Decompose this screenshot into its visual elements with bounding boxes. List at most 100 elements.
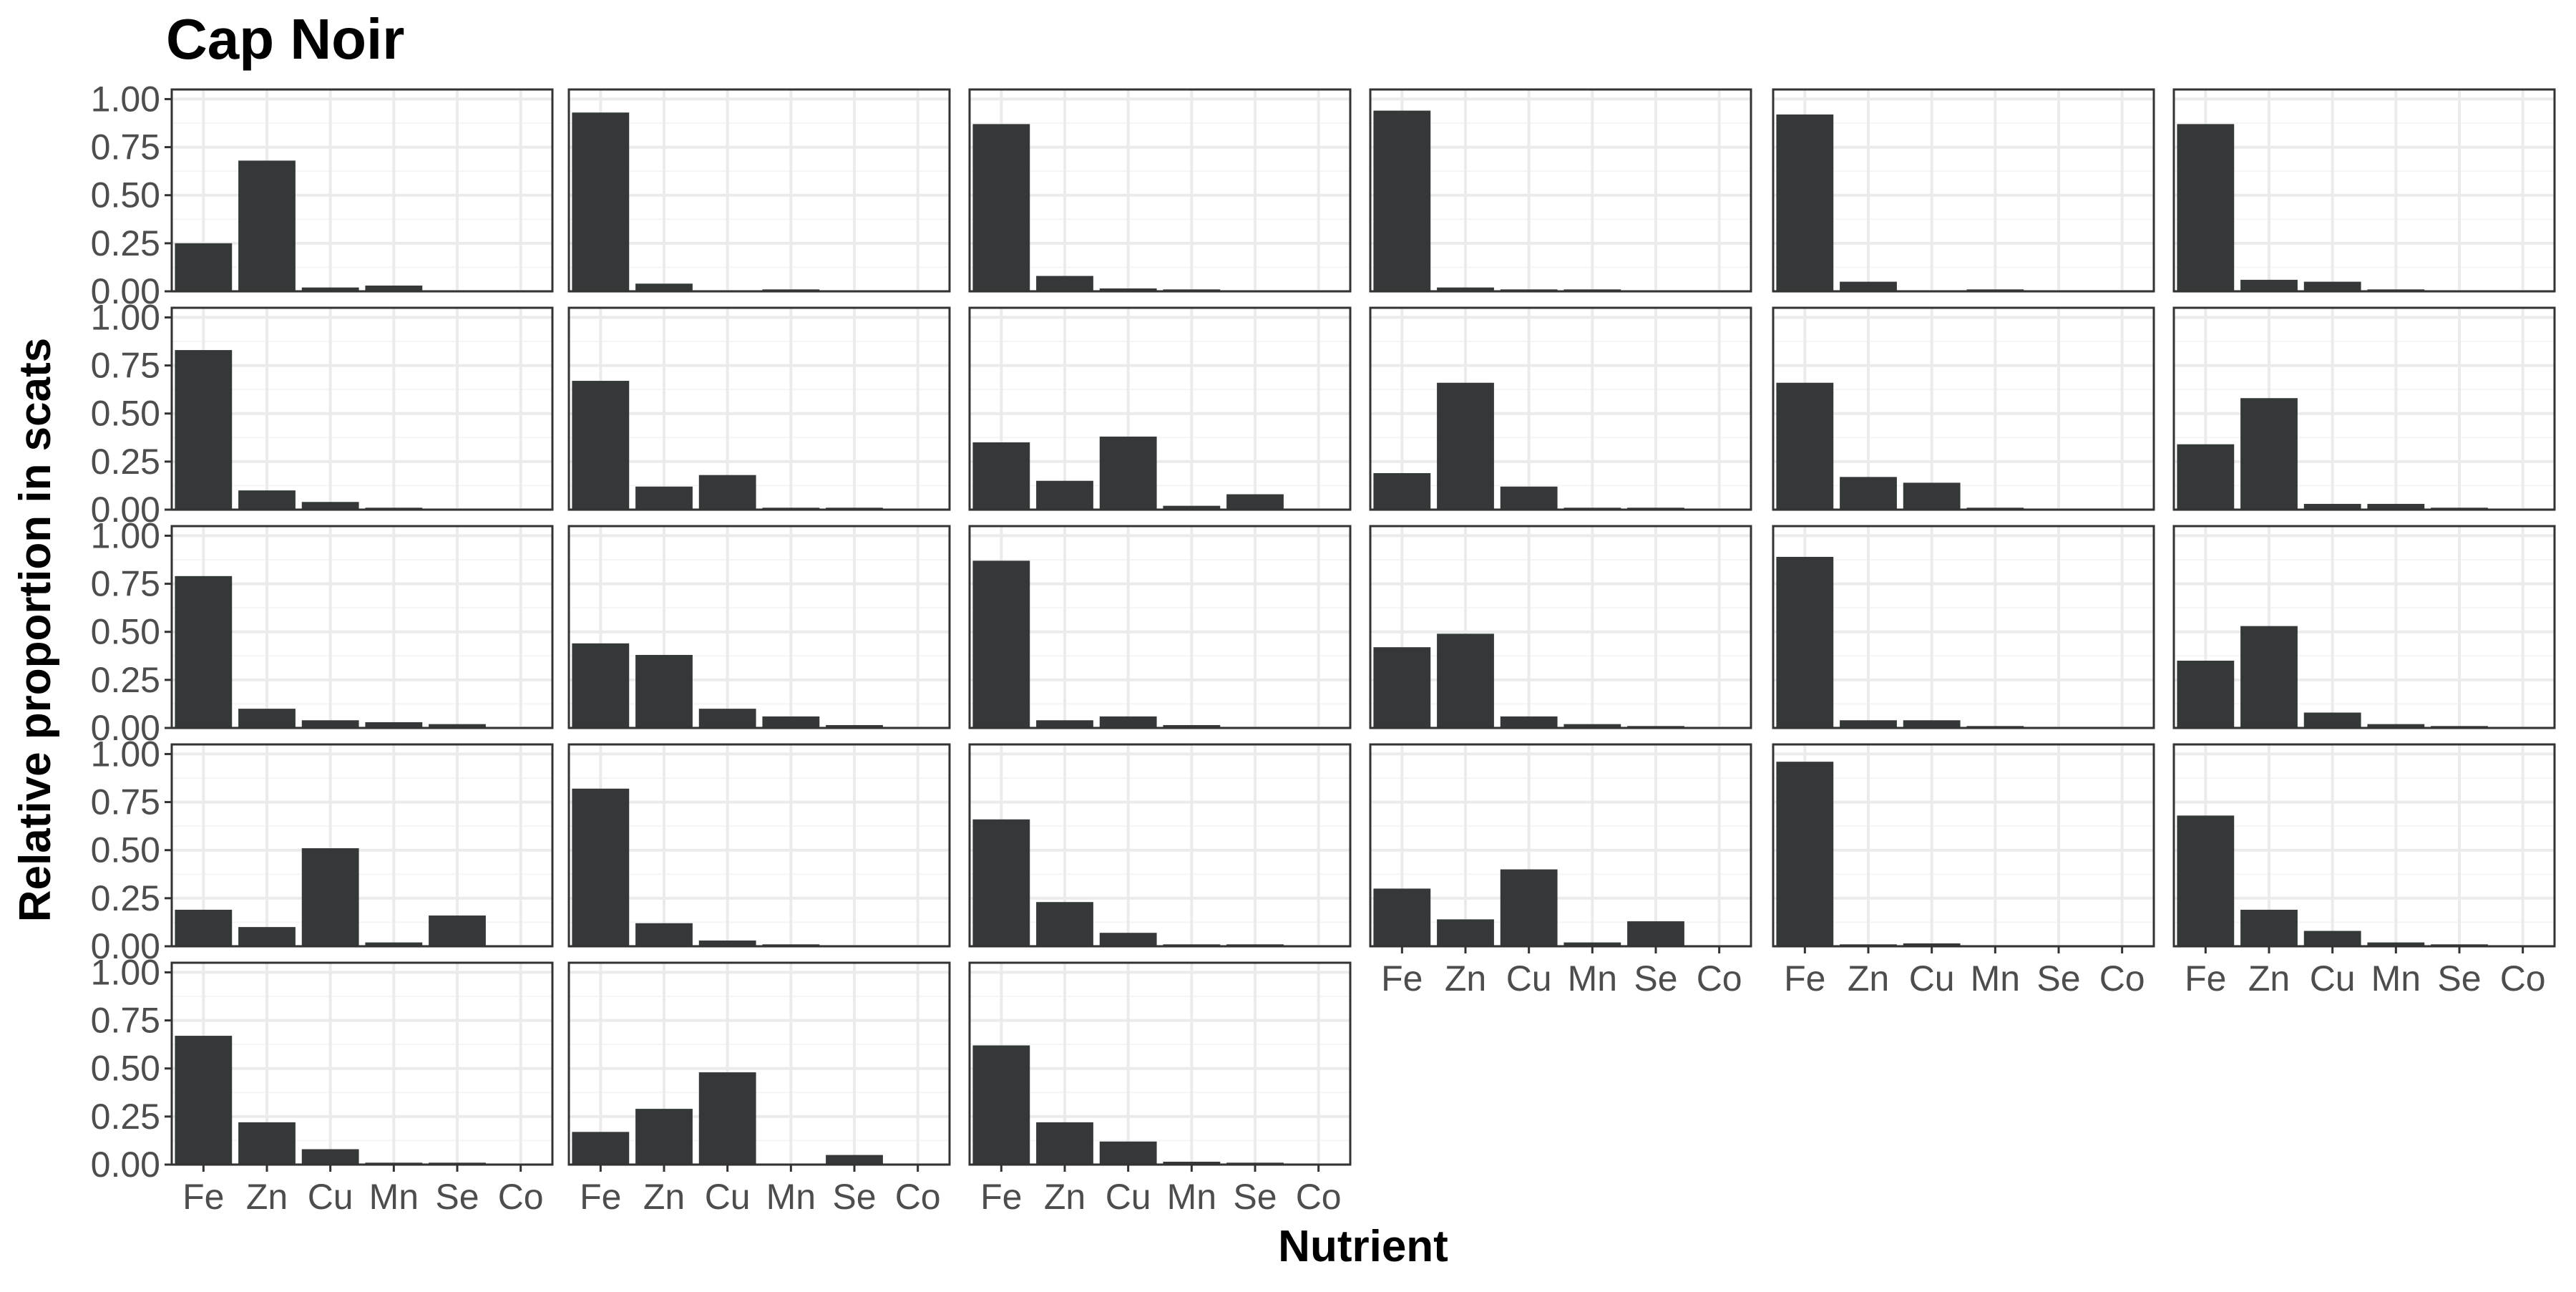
- bar-mn: [1163, 724, 1221, 728]
- facet-panel: [968, 525, 1352, 729]
- y-tick-label: 1.00: [91, 515, 160, 555]
- facet-panel: 0.00 0.25 0.50 0.75 1.00 Fe Zn Cu Mn Se Co: [91, 952, 554, 1217]
- panel-border: [1772, 306, 2155, 511]
- panel-border: [170, 88, 554, 293]
- y-tick-label: 0.00: [91, 708, 160, 748]
- x-tick-label: Zn: [1848, 958, 1889, 999]
- y-tick-label: 0.75: [91, 1001, 160, 1041]
- bar-mn: [1563, 942, 1621, 946]
- bar-fe: [2177, 815, 2235, 946]
- x-tick-label: Fe: [580, 1177, 621, 1217]
- panel-border: [170, 743, 554, 948]
- bar-cu: [301, 287, 359, 291]
- facet-panel: [1772, 306, 2155, 511]
- y-tick-label: 0.50: [91, 175, 160, 215]
- panel-border: [170, 306, 554, 511]
- facet-panel: [2172, 525, 2556, 729]
- y-tick-label: 0.75: [91, 127, 160, 167]
- bar-mn: [365, 285, 423, 291]
- x-tick-label: Zn: [1044, 1177, 1085, 1217]
- y-axis-title: Relative proportion in scats: [11, 338, 60, 923]
- bar-cu: [1099, 1141, 1157, 1165]
- x-tick-label: Co: [1296, 1177, 1342, 1217]
- facet-panel: [567, 306, 951, 511]
- y-tick-label: 1.00: [91, 79, 160, 119]
- bar-zn: [635, 654, 693, 728]
- bar-fe: [572, 112, 630, 291]
- y-tick-label: 0.25: [91, 660, 160, 700]
- panel-border: [1772, 88, 2155, 293]
- bar-mn: [762, 716, 820, 728]
- bar-fe: [1776, 382, 1834, 510]
- x-tick-label: Cu: [1506, 958, 1552, 999]
- facet-panel: [567, 88, 951, 293]
- panel-border: [2172, 743, 2556, 948]
- bar-zn: [238, 709, 296, 728]
- x-tick-label: Zn: [1445, 958, 1486, 999]
- x-tick-label: Se: [1634, 958, 1677, 999]
- x-tick-label: Se: [2437, 958, 2481, 999]
- bar-fe: [2177, 661, 2235, 728]
- facet-panel: 0.00 0.25 0.50 0.75 1.00: [91, 734, 554, 966]
- bar-cu: [301, 848, 359, 946]
- y-tick-label: 0.75: [91, 346, 160, 386]
- bar-fe: [1776, 114, 1834, 291]
- bar-mn: [2367, 942, 2425, 946]
- x-tick-label: Co: [498, 1177, 544, 1217]
- panel-border: [2172, 525, 2556, 729]
- facet-panel: [2172, 306, 2556, 511]
- facet-panel: [1772, 88, 2155, 293]
- bar-zn: [1437, 919, 1494, 946]
- x-tick-label: Mn: [766, 1177, 816, 1217]
- panel-border: [1369, 743, 1752, 948]
- panel-border: [1369, 88, 1752, 293]
- facet-panel: [968, 743, 1352, 948]
- facet-panel: 0.00 0.25 0.50 0.75 1.00: [91, 79, 554, 311]
- bar-mn: [2367, 724, 2425, 728]
- bar-zn: [635, 486, 693, 510]
- facet-panel: Fe Zn Cu Mn Se Co: [968, 961, 1352, 1217]
- bar-fe: [2177, 124, 2235, 291]
- x-tick-label: Zn: [246, 1177, 288, 1217]
- y-tick-label: 0.00: [91, 490, 160, 530]
- bar-cu: [301, 720, 359, 728]
- bar-fe: [572, 381, 630, 510]
- facet-panel: [1369, 525, 1752, 729]
- bar-mn: [1163, 505, 1221, 510]
- bar-cu: [698, 475, 756, 510]
- bar-cu: [1099, 288, 1157, 291]
- panel-border: [567, 88, 951, 293]
- y-tick-label: 0.00: [91, 926, 160, 966]
- y-tick-label: 1.00: [91, 952, 160, 992]
- chart-title: Cap Noir: [166, 7, 404, 71]
- panel-border: [968, 306, 1352, 511]
- bar-zn: [1437, 287, 1494, 291]
- bar-zn: [238, 160, 296, 291]
- panel-border: [968, 525, 1352, 729]
- facet-panel: Fe Zn Cu Mn Se Co: [1369, 743, 1752, 999]
- y-tick-label: 0.00: [91, 271, 160, 311]
- bar-fe: [1776, 762, 1834, 946]
- bar-zn: [1840, 281, 1897, 291]
- panel-border: [968, 743, 1352, 948]
- bar-cu: [2303, 712, 2361, 728]
- x-tick-label: Cu: [308, 1177, 353, 1217]
- bar-se: [429, 724, 486, 728]
- bar-cu: [1500, 716, 1558, 728]
- facet-panel: [567, 525, 951, 729]
- bar-fe: [972, 1045, 1030, 1165]
- x-tick-label: Cu: [2310, 958, 2356, 999]
- bar-fe: [572, 1132, 630, 1165]
- x-axis-title: Nutrient: [1278, 1222, 1448, 1271]
- bar-fe: [972, 560, 1030, 728]
- bar-se: [429, 915, 486, 946]
- facet-panel: [1772, 525, 2155, 729]
- facet-panel: [968, 306, 1352, 511]
- x-tick-label: Zn: [643, 1177, 685, 1217]
- bar-zn: [2240, 909, 2298, 946]
- x-tick-label: Fe: [980, 1177, 1022, 1217]
- x-tick-label: Se: [832, 1177, 876, 1217]
- x-tick-label: Mn: [1568, 958, 1617, 999]
- y-tick-label: 0.75: [91, 782, 160, 822]
